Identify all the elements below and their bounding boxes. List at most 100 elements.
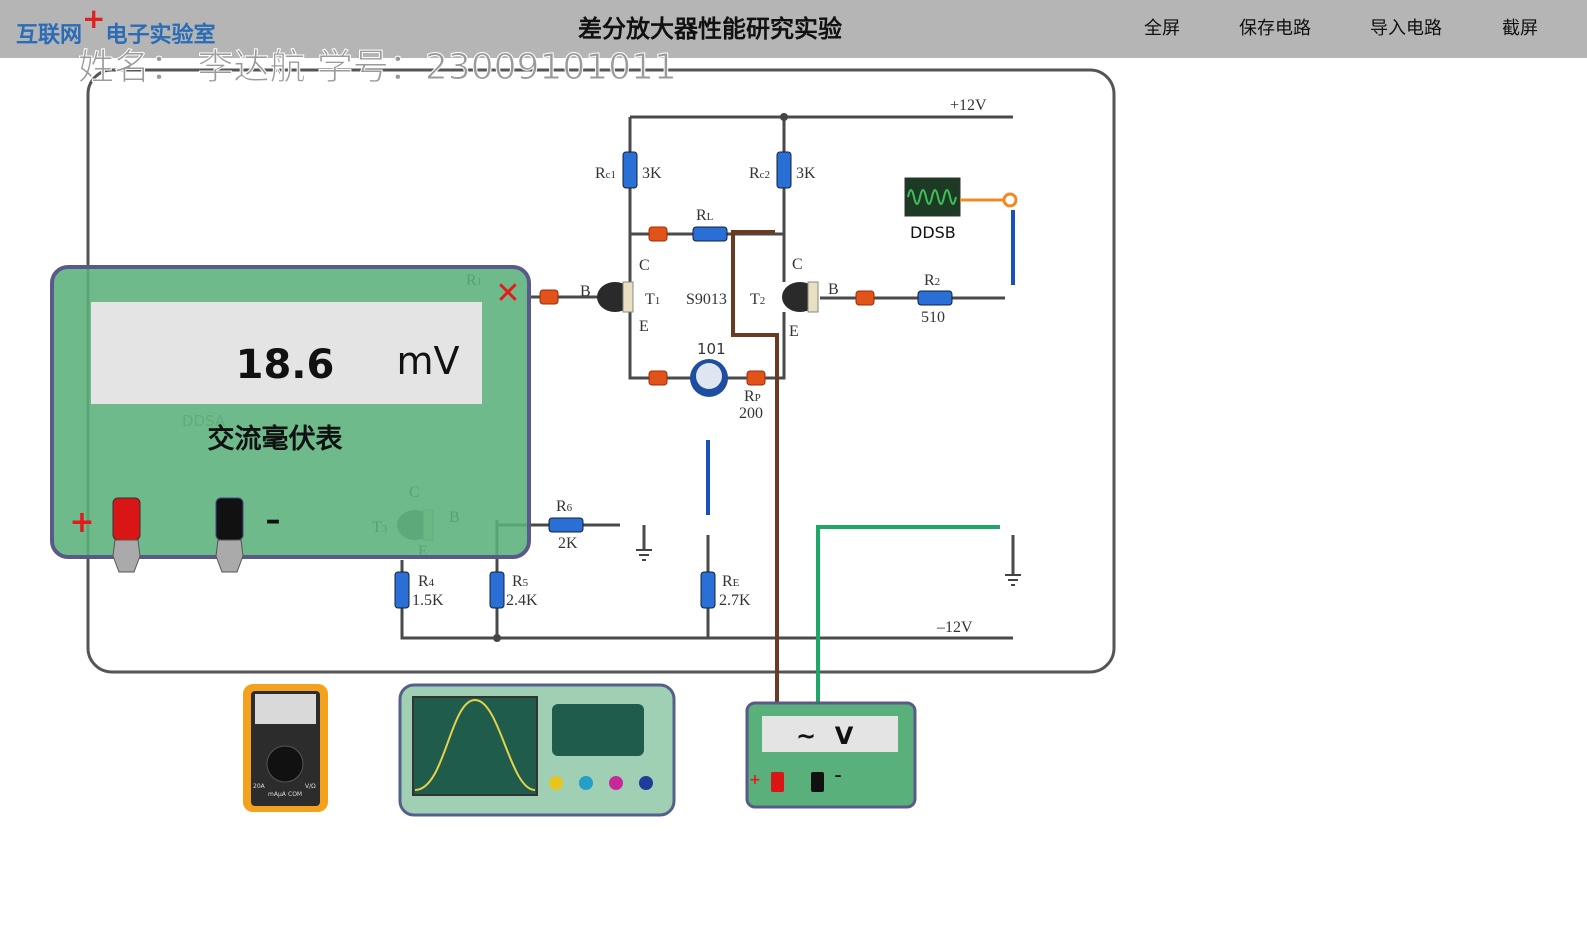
- menu-item[interactable]: 保存电路: [1239, 18, 1311, 39]
- rail-label: –12V: [936, 619, 973, 636]
- scope-port: [549, 776, 563, 790]
- probe-tip: [215, 539, 244, 573]
- resistor-name: R: [595, 165, 606, 182]
- menu: 全屏 保存电路 导入电路 截屏: [1144, 18, 1538, 39]
- multimeter-label: 20A: [253, 783, 266, 790]
- meter-unit: mV: [396, 339, 459, 383]
- resistor-label: RP: [744, 388, 761, 405]
- pin-label: C: [639, 257, 650, 274]
- resistor-name: R: [924, 272, 935, 289]
- resistor-value: 1.5K: [412, 592, 444, 609]
- logo-left: 互联网: [16, 23, 82, 48]
- resistor-label: RE: [722, 573, 740, 590]
- resistor-value: 510: [921, 309, 945, 326]
- resistor-sub: P: [755, 392, 761, 404]
- scope-port: [639, 776, 653, 790]
- resistor-name: R: [722, 573, 733, 590]
- resistor-label: Rc1: [595, 165, 616, 182]
- meter-display: [91, 302, 482, 404]
- connector[interactable]: [648, 226, 668, 242]
- probe-positive[interactable]: [112, 497, 141, 541]
- resistor: [622, 151, 638, 189]
- resistor-sub: 4: [429, 577, 435, 589]
- scope-screen: [412, 696, 538, 796]
- grounds: [636, 549, 1021, 586]
- transistor-leads: [807, 281, 819, 313]
- pin-label: B: [828, 281, 839, 298]
- plus-label: +: [69, 505, 94, 540]
- close-button[interactable]: ✕: [495, 276, 520, 311]
- generator-label: DDSB: [910, 223, 956, 242]
- header-bar: [0, 0, 1587, 58]
- potentiometer-knob[interactable]: [696, 363, 722, 389]
- resistor-name: R: [696, 207, 707, 224]
- resistor: [700, 571, 716, 609]
- transistor-label: T1: [645, 291, 660, 308]
- title: 差分放大器性能研究实验: [578, 15, 842, 43]
- resistor-label: R4: [418, 573, 435, 590]
- scope-port: [609, 776, 623, 790]
- generator-terminal[interactable]: [1002, 192, 1018, 208]
- resistor: [776, 151, 792, 189]
- logo: 互联网+电子实验室: [16, 2, 216, 48]
- resistor-sub: L: [707, 211, 714, 223]
- meter-name: 交流毫伏表: [208, 423, 343, 455]
- menu-item[interactable]: 导入电路: [1370, 18, 1442, 39]
- connector[interactable]: [539, 289, 559, 305]
- resistor-name: R: [744, 388, 755, 405]
- logo-plus: +: [82, 2, 105, 35]
- multimeter-display: [255, 694, 316, 724]
- watermark: 姓名： 李达航 学号：23009101011: [78, 47, 677, 88]
- resistor-value: 2.4K: [506, 592, 538, 609]
- scope-trace: [414, 698, 536, 791]
- resistor: [489, 571, 505, 609]
- rail-label: +12V: [950, 97, 987, 114]
- resistor-sub: 5: [523, 577, 529, 589]
- small-probe[interactable]: [771, 772, 784, 792]
- small-meter-display: [762, 716, 898, 752]
- resistor-sub: c1: [606, 169, 616, 181]
- resistor-name: R: [512, 573, 523, 590]
- resistor-sub: 2: [935, 276, 941, 288]
- resistor-label: R5: [512, 573, 529, 590]
- resistor: [917, 290, 953, 306]
- small-plus: +: [749, 772, 761, 788]
- ac-millivoltmeter[interactable]: 18.6 mV 交流毫伏表 ✕ + –: [50, 265, 531, 573]
- minus-label: –: [266, 503, 281, 538]
- transistor-name: T: [750, 291, 760, 308]
- lead-wire: [731, 230, 779, 790]
- node: [493, 634, 501, 642]
- scope-keypad: [552, 704, 644, 756]
- resistor-value: 2.7K: [719, 592, 751, 609]
- resistor-sub: c2: [760, 169, 770, 181]
- connector[interactable]: [746, 370, 766, 386]
- small-meter-unit: V: [835, 722, 854, 750]
- pin-label: E: [639, 318, 649, 335]
- probe-tip: [112, 539, 141, 573]
- menu-item[interactable]: 全屏: [1144, 18, 1180, 39]
- transistor-name: T: [645, 291, 655, 308]
- transistor-sub: 2: [760, 295, 766, 307]
- oscilloscope[interactable]: [398, 683, 676, 817]
- resistor: [394, 571, 410, 609]
- node: [780, 113, 788, 121]
- small-minus: –: [835, 768, 842, 784]
- resistor-name: R: [749, 165, 760, 182]
- connector[interactable]: [855, 290, 875, 306]
- probe-negative[interactable]: [215, 497, 244, 541]
- resistor-value: 3K: [796, 165, 816, 182]
- resistor: [548, 517, 584, 533]
- small-voltmeter[interactable]: ~ V + –: [745, 701, 917, 809]
- small-probe[interactable]: [811, 772, 824, 792]
- generator-wave: [907, 189, 957, 205]
- connector[interactable]: [648, 370, 668, 386]
- transistor-leads: [622, 281, 634, 313]
- pot-code: 101: [697, 340, 726, 358]
- resistor-value: 200: [739, 405, 763, 422]
- menu-item[interactable]: 截屏: [1502, 18, 1538, 39]
- multimeter-dial: [266, 745, 304, 783]
- pin-label: B: [580, 283, 591, 300]
